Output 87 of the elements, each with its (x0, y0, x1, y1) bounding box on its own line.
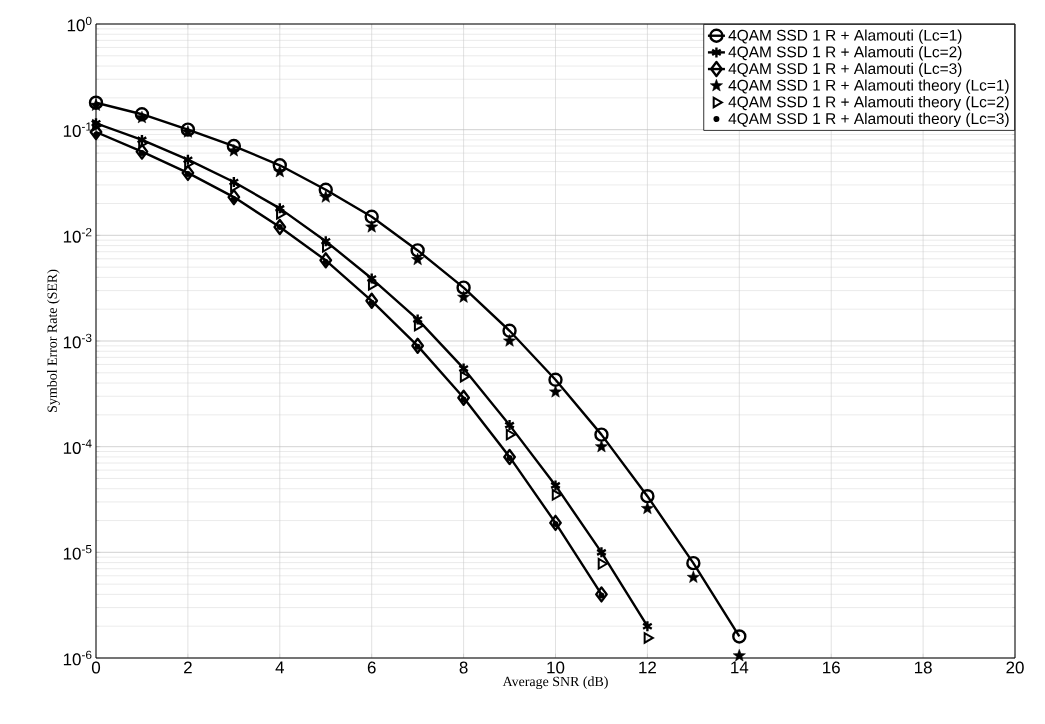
legend-label: 4QAM SSD 1 R + Alamouti theory (Lc=3) (728, 112, 1009, 128)
point (505, 428, 517, 441)
point (411, 252, 425, 266)
point (273, 164, 287, 178)
point (595, 439, 608, 453)
point (549, 514, 562, 532)
point (549, 479, 562, 492)
point (503, 448, 516, 466)
point (457, 389, 471, 407)
point (413, 319, 425, 332)
point (365, 220, 379, 233)
point (412, 313, 424, 326)
y-tick-label: 10$^{-4}$ (63, 439, 92, 454)
point (184, 171, 191, 178)
x-tick-label: 8 (459, 661, 468, 674)
point (226, 138, 242, 154)
x-tick-label: 0 (91, 661, 101, 674)
point (414, 343, 421, 350)
point (551, 489, 562, 501)
point (640, 488, 655, 504)
point (460, 396, 467, 403)
y-axis-title: Symbol Error Rate (SER) (47, 269, 60, 412)
point (365, 292, 379, 310)
point (732, 649, 746, 662)
x-tick-label: 2 (184, 661, 192, 674)
point (319, 252, 333, 269)
point (93, 131, 99, 138)
x-tick-label: 16 (823, 661, 840, 674)
x-tick-label: 20 (1006, 661, 1024, 674)
point (686, 555, 701, 571)
point (366, 272, 378, 285)
legend-label: 4QAM SSD 1 R + Alamouti theory (Lc=2) (728, 96, 1009, 111)
x-tick-label: 14 (731, 661, 749, 674)
point (319, 190, 333, 203)
point (549, 385, 562, 398)
legend-label: 4QAM SSD 1 R + Alamouti (Lc=1) (728, 29, 962, 44)
point (230, 196, 237, 203)
point (594, 427, 609, 442)
point (411, 337, 425, 355)
point (364, 209, 379, 224)
point (367, 279, 379, 291)
point (640, 501, 654, 514)
y-tick-label: 10$^{-1}$ (63, 122, 92, 137)
point (595, 546, 607, 559)
point (548, 372, 563, 387)
point (595, 586, 608, 603)
point (597, 557, 608, 570)
point (322, 258, 329, 265)
point (230, 180, 241, 193)
point (504, 418, 516, 432)
point (368, 299, 375, 306)
point (273, 218, 287, 236)
point (276, 208, 287, 220)
x-tick-label: 10 (547, 661, 565, 674)
point (456, 280, 471, 295)
y-tick-label: 10$^{-2}$ (63, 227, 92, 243)
point (457, 290, 471, 303)
point (502, 323, 517, 338)
point (322, 240, 333, 253)
legend-label: 4QAM SSD 1 R + Alamouti (Lc=2) (728, 46, 962, 61)
point (320, 235, 332, 248)
point (686, 570, 700, 583)
point (318, 182, 333, 197)
point (552, 521, 559, 528)
point (138, 150, 145, 157)
x-tick-label: 4 (275, 661, 285, 674)
y-tick-label: 10$^{-6}$ (63, 650, 92, 666)
point (503, 334, 516, 347)
point (459, 370, 471, 383)
point (274, 202, 286, 215)
point (732, 629, 747, 644)
x-tick-label: 12 (639, 661, 656, 674)
legend-label: 4QAM SSD 1 R + Alamouti theory (Lc=1) (728, 79, 1009, 94)
y-tick-label: 10$^{0}$ (67, 16, 92, 32)
x-tick-label: 18 (914, 661, 932, 674)
point (458, 362, 470, 375)
legend-label: 4QAM SSD 1 R + Alamouti (Lc=3) (728, 62, 962, 78)
y-tick-label: 10$^{-5}$ (63, 545, 92, 560)
point (410, 243, 425, 258)
point (598, 592, 605, 599)
point (276, 223, 283, 230)
point (641, 620, 653, 633)
point (506, 455, 513, 462)
y-tick-label: 10$^{-3}$ (63, 333, 92, 349)
point (643, 632, 654, 644)
x-axis-title: Average SNR (dB) (502, 676, 608, 690)
x-tick-label: 6 (367, 661, 376, 674)
